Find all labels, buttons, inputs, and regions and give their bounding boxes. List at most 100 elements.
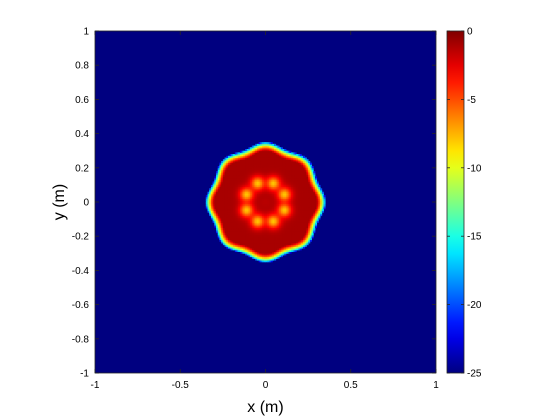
heatmap-cell [217,193,220,196]
heatmap-cell [280,210,283,213]
heatmap-cell [272,212,275,215]
heatmap-cell [314,222,318,225]
heatmap-cell [292,222,295,225]
heatmap-cell [210,217,214,220]
heatmap-cell [256,251,260,254]
heatmap-cell [263,159,266,162]
heatmap-cell [233,190,236,193]
heatmap-cell [311,232,314,235]
heatmap-cell [209,205,212,208]
heatmap-cell [292,193,295,196]
heatmap-cell [299,166,302,169]
heatmap-cell [301,166,304,169]
heatmap-cell [274,213,277,217]
heatmap-cell [227,166,231,169]
heatmap-cell [274,253,277,256]
heatmap-cell [284,224,287,227]
heatmap-cell [287,212,290,215]
heatmap-cell [277,162,280,165]
heatmap-cell [289,219,292,222]
heatmap-cell [246,183,249,186]
heatmap-cell [251,249,254,252]
heatmap-cell [255,183,258,186]
heatmap-cell [243,251,246,254]
heatmap-cell [282,166,285,169]
heatmap-cell [263,200,266,203]
heatmap-cell [277,196,280,199]
heatmap-cell [222,234,225,237]
heatmap-cell [308,217,311,220]
heatmap-cell [275,155,278,158]
heatmap-cell [282,236,285,239]
heatmap-cell [282,160,285,164]
heatmap-cell [224,212,227,215]
heatmap-cell [234,244,237,247]
heatmap-cell [308,178,311,181]
heatmap-cell [282,198,285,201]
heatmap-cell [262,231,265,234]
heatmap-cell [275,253,278,256]
heatmap-cell [277,208,280,211]
heatmap-cell [256,255,260,258]
heatmap-cell [233,200,236,203]
heatmap-cell [241,164,244,167]
heatmap-cell [263,148,266,152]
heatmap-cell [267,246,270,249]
heatmap-cell [258,234,261,237]
heatmap-cell [270,200,273,203]
heatmap-cell [299,213,302,217]
heatmap-cell [233,237,236,241]
heatmap-cell [289,203,292,206]
heatmap-cell [224,157,227,160]
heatmap-cell [299,195,302,198]
heatmap-cell [229,243,232,246]
heatmap-cell [234,191,237,194]
heatmap-cell [236,243,239,246]
heatmap-cell [316,203,319,206]
heatmap-cell [275,217,278,220]
heatmap-cell [253,224,256,227]
heatmap-cell [212,207,215,210]
heatmap-cell [224,190,227,193]
heatmap-cell [250,248,253,251]
heatmap-cell [303,160,306,164]
heatmap-cell [275,184,278,188]
heatmap-cell [303,183,306,186]
heatmap-cell [239,198,243,201]
heatmap-cell [231,207,234,210]
heatmap-cell [212,208,215,211]
heatmap-cell [296,191,299,194]
heatmap-cell [262,244,265,247]
heatmap-cell [243,205,246,208]
heatmap-cell [219,220,222,223]
heatmap-cell [258,193,261,196]
x-tick-label: 0.5 [344,380,358,391]
heatmap-cell [238,229,241,232]
heatmap-cell [316,202,319,205]
heatmap-cell [229,244,232,247]
heatmap-cell [239,241,243,244]
heatmap-cell [258,160,261,164]
heatmap-cell [251,186,254,189]
heatmap-cell [243,237,246,241]
heatmap-cell [224,198,227,201]
heatmap-cell [284,150,287,153]
heatmap-cell [304,220,307,223]
heatmap-cell [313,222,316,225]
heatmap-cell [250,186,253,189]
heatmap-cell [267,243,270,246]
heatmap-cell [282,224,285,227]
heatmap-cell [294,234,297,237]
heatmap-cell [274,215,277,218]
heatmap-cell [243,222,246,225]
heatmap-cell [280,195,283,198]
heatmap-cell [263,212,266,215]
heatmap-cell [272,155,275,158]
heatmap-cell [314,224,318,227]
heatmap-cell [284,174,287,177]
heatmap-cell [250,208,253,211]
heatmap-cell [234,184,237,188]
heatmap-cell [260,213,263,217]
heatmap-cell [238,208,241,211]
heatmap-cell [291,195,294,198]
